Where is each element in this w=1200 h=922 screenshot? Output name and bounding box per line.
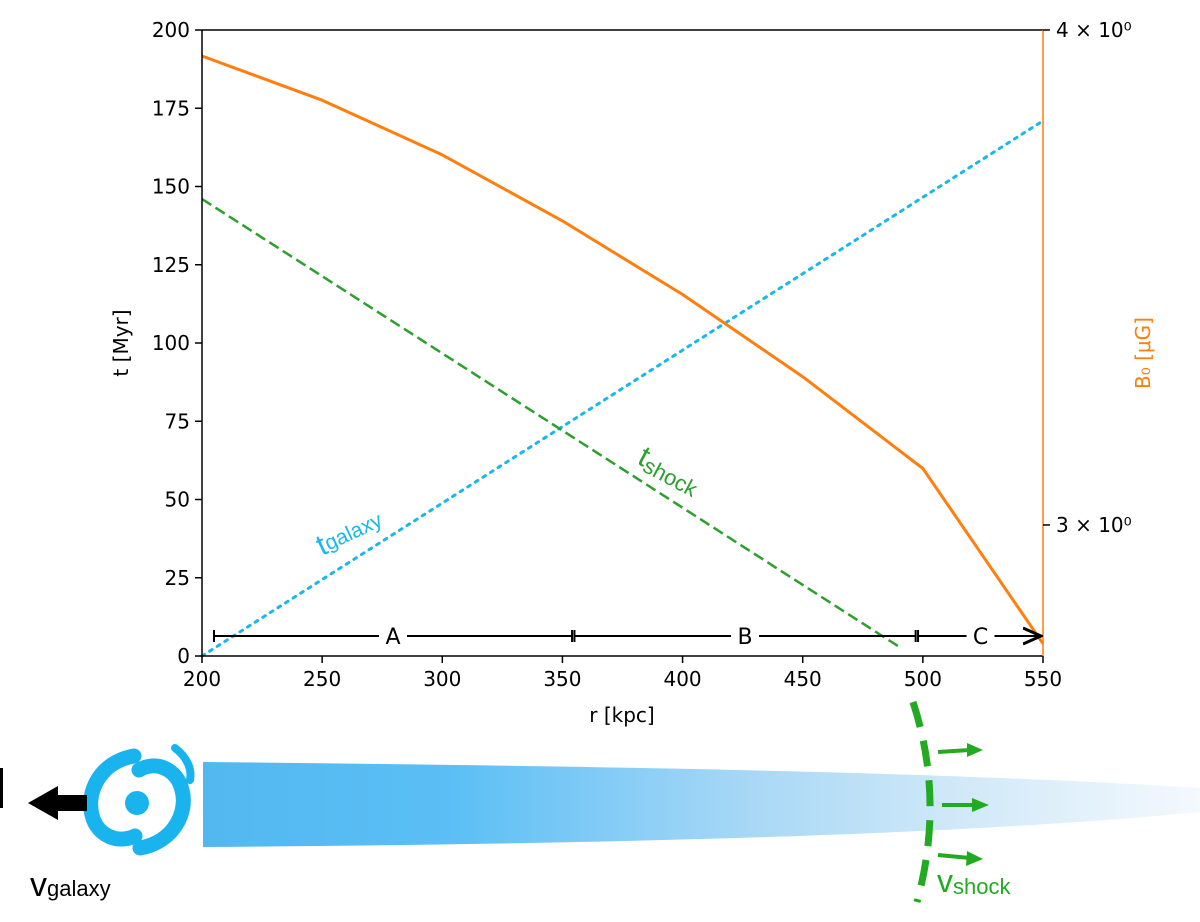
regions: A B C [213,625,1041,650]
spiral-galaxy-icon [83,744,195,856]
x-tick-label: 200 [183,667,221,691]
v-shock-label: vshock [937,863,1011,899]
y-tick-label: 25 [165,566,190,590]
y-tick-label: 75 [165,409,190,433]
shock-arrow-icon [937,743,983,757]
y-tick-label: 125 [152,253,190,277]
y-tick-label: 175 [152,96,190,120]
x-tick-label: 300 [423,667,461,691]
v-galaxy-sub: galaxy [47,876,111,901]
y-tick-label: 50 [165,488,190,512]
series-t-galaxy [200,119,1045,658]
shock-arrow-icon [937,851,983,866]
y2-tick-label: 4 × 10⁰ [1056,18,1132,42]
shock-arrows [937,743,989,866]
galaxy-direction-arrow-icon [28,786,87,820]
plot-lines [200,54,1045,658]
region-label: B [737,625,752,650]
x-tick-label: 550 [1024,667,1062,691]
y2-tick-label: 3 × 10⁰ [1056,513,1132,537]
y-tick-label: 200 [152,18,190,42]
y-axis-label: t [Myr] [109,309,133,376]
v-shock-sub: shock [953,874,1011,899]
schematic: vgalaxy vshock [0,700,1200,904]
t-galaxy-annotation: tgalaxy [311,503,388,562]
v-shock-main: v [937,863,953,899]
y2-axis-label: B₀ [μG] [1131,317,1155,389]
x-tick-label: 400 [663,667,701,691]
v-galaxy-main: v [30,866,47,904]
v-galaxy-label: vgalaxy [30,866,111,904]
x-tick-label: 450 [784,667,822,691]
shock-front [909,700,934,903]
left-edge-mark [0,768,3,808]
ticks: 200 250 300 350 400 450 500 550 0 25 50 75 100 125 150… [152,18,1132,691]
y-tick-label: 100 [152,331,190,355]
x-tick-label: 500 [904,667,942,691]
t-galaxy-sub: galaxy [321,508,386,555]
t-shock-sub: shock [639,453,702,503]
region-label: A [385,625,400,650]
gas-tail [203,762,1200,847]
shock-arrow-icon [942,798,989,812]
x-axis-label: r [kpc] [589,703,654,727]
region-label: C [973,625,988,650]
series-b0 [201,54,1045,645]
axes [201,29,1044,657]
y-tick-label: 0 [177,644,190,668]
y-tick-label: 150 [152,175,190,199]
x-tick-label: 350 [543,667,581,691]
series-t-shock [201,197,900,648]
x-tick-label: 250 [303,667,341,691]
t-shock-annotation: tshock [632,440,707,502]
